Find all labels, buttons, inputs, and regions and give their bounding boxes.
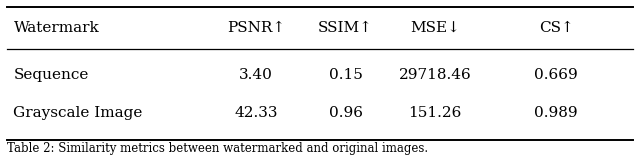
Text: 29718.46: 29718.46 (399, 68, 471, 82)
Text: Watermark: Watermark (13, 21, 99, 35)
Text: SSIM↑: SSIM↑ (318, 21, 373, 35)
Text: MSE↓: MSE↓ (410, 21, 460, 35)
Text: 0.669: 0.669 (534, 68, 578, 82)
Text: Grayscale Image: Grayscale Image (13, 106, 143, 120)
Text: PSNR↑: PSNR↑ (227, 21, 285, 35)
Text: CS↑: CS↑ (539, 21, 573, 35)
Text: 0.15: 0.15 (328, 68, 362, 82)
Text: Table 2: Similarity metrics between watermarked and original images.: Table 2: Similarity metrics between wate… (7, 142, 428, 155)
Text: 151.26: 151.26 (408, 106, 461, 120)
Text: 0.96: 0.96 (328, 106, 362, 120)
Text: 0.989: 0.989 (534, 106, 578, 120)
Text: 42.33: 42.33 (234, 106, 278, 120)
Text: 3.40: 3.40 (239, 68, 273, 82)
Text: Sequence: Sequence (13, 68, 89, 82)
